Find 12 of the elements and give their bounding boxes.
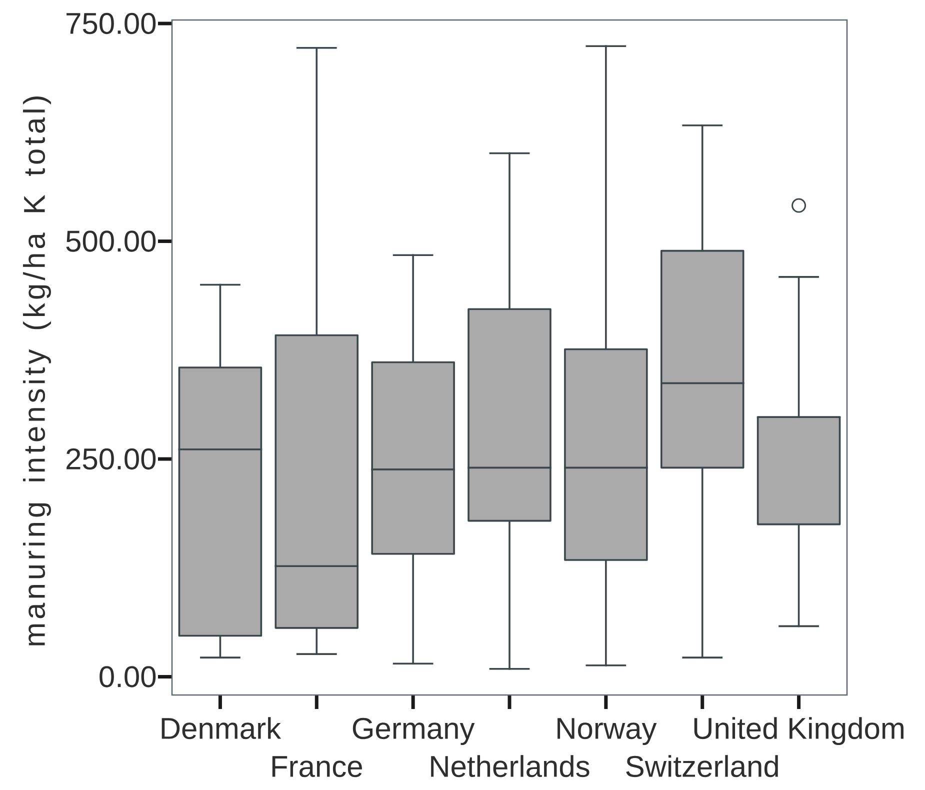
x-tick-label: United Kingdom (694, 717, 904, 746)
x-tick-label: Netherlands (431, 755, 590, 778)
x-tick-label: France (272, 756, 362, 778)
x-tick-label: Germany (352, 718, 475, 746)
y-tick-label: 500.00 (66, 230, 156, 252)
x-tick-label: Switzerland (626, 755, 778, 778)
y-axis-title: manuring intensity (kg/ha K total) (23, 96, 51, 646)
y-tick-label: 250.00 (66, 448, 156, 470)
x-tick-label: Norway (558, 718, 657, 746)
x-tick-label: Denmark (162, 717, 282, 740)
y-tick-label: 750.00 (66, 12, 156, 34)
y-tick-label: 0.00 (100, 666, 156, 688)
